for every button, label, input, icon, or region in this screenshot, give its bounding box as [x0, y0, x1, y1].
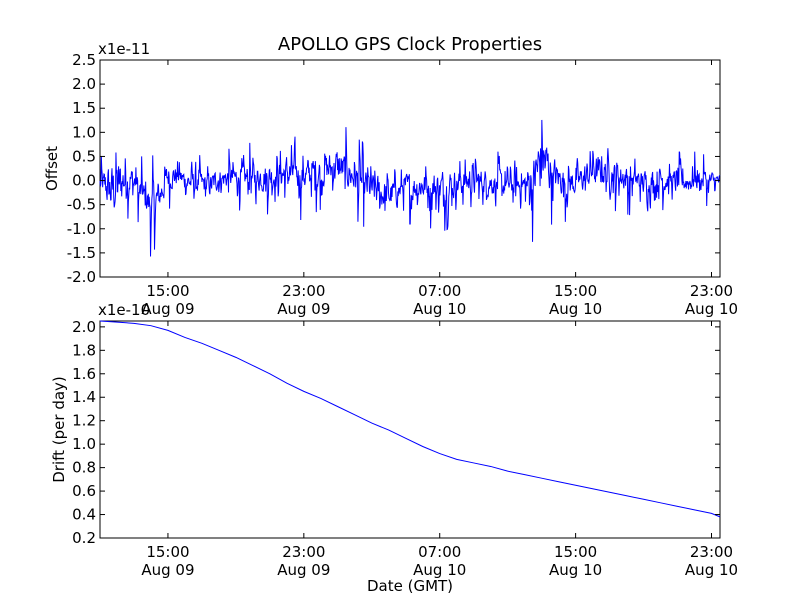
drift-x-tick-time: 23:00: [282, 543, 325, 561]
offset-x-tick-time: 15:00: [146, 282, 189, 300]
offset-scale-label: x1e-11: [98, 40, 150, 58]
drift-y-tick-label: 1.4: [72, 388, 96, 406]
offset-y-tick-label: -1.0: [67, 220, 96, 238]
offset-y-label: Offset: [43, 146, 61, 191]
offset-y-tick-label: -1.5: [67, 244, 96, 262]
drift-y-ticks: 0.2 0.4 0.6 0.8 1.0 1.2 1.4 1.6 1.8 2.0: [72, 318, 720, 547]
offset-y-tick-label: 1.0: [72, 123, 96, 141]
offset-y-tick-label: -2.0: [67, 268, 96, 286]
offset-y-tick-label: 0.5: [72, 147, 96, 165]
drift-y-tick-label: 1.0: [72, 435, 96, 453]
drift-scale-label: x1e-10: [98, 301, 150, 319]
offset-y-tick-label: 1.5: [72, 99, 96, 117]
offset-x-tick-date: Aug 10: [413, 300, 466, 318]
drift-x-tick-date: Aug 09: [141, 561, 194, 579]
drift-x-tick-time: 15:00: [146, 543, 189, 561]
chart-title: APOLLO GPS Clock Properties: [278, 34, 542, 55]
drift-y-tick-label: 0.2: [72, 529, 96, 547]
offset-x-tick-time: 15:00: [554, 282, 597, 300]
drift-y-tick-label: 1.8: [72, 341, 96, 359]
drift-series-line: [99, 320, 721, 518]
drift-x-tick-time: 23:00: [690, 543, 733, 561]
drift-series-lines: [99, 320, 721, 518]
drift-axes-frame: [99, 320, 721, 539]
drift-x-tick-time: 07:00: [418, 543, 461, 561]
offset-x-tick-date: Aug 09: [141, 300, 194, 318]
drift-y-tick-label: 0.8: [72, 459, 96, 477]
offset-x-tick-time: 07:00: [418, 282, 461, 300]
drift-plot: 0.20.40.60.81.01.21.41.61.82.0 15:00Aug …: [50, 301, 738, 595]
drift-y-tick-label: 1.2: [72, 412, 96, 430]
drift-y-tick-label: 0.6: [72, 482, 96, 500]
offset-series-lines: [99, 119, 721, 257]
drift-y-tick-label: 2.0: [72, 318, 96, 336]
x-axis-label: Date (GMT): [367, 577, 453, 595]
offset-y-tick-label: 2.0: [72, 75, 96, 93]
offset-y-ticks: -2.0 -1.5 -1.0 -0.5 0.0 0.5 1.0 1.5 2.0 2.5: [67, 51, 720, 286]
drift-y-label: Drift (per day): [50, 376, 68, 483]
offset-y-tick-label: -0.5: [67, 196, 96, 214]
drift-x-tick-date: Aug 09: [277, 561, 330, 579]
drift-y-tick-label: 0.4: [72, 506, 96, 524]
offset-x-tick-date: Aug 09: [277, 300, 330, 318]
drift-y-tick-label: 1.6: [72, 365, 96, 383]
offset-x-tick-time: 23:00: [282, 282, 325, 300]
drift-x-tick-date: Aug 10: [549, 561, 602, 579]
offset-y-tick-label: 2.5: [72, 51, 96, 69]
offset-series-line: [99, 119, 721, 257]
offset-plot: -2.0 -1.5 -1.0 -0.5 0.0 0.5 1.0 1.5 2.0 2.5 15:00…: [43, 40, 738, 318]
offset-x-tick-date: Aug 10: [549, 300, 602, 318]
drift-x-tick-date: Aug 10: [685, 561, 738, 579]
drift-x-tick-date: Aug 10: [413, 561, 466, 579]
drift-x-tick-time: 15:00: [554, 543, 597, 561]
offset-axes-frame: [99, 59, 721, 278]
offset-x-tick-date: Aug 10: [685, 300, 738, 318]
offset-y-tick-label: 0.0: [72, 172, 96, 190]
offset-x-tick-time: 23:00: [690, 282, 733, 300]
